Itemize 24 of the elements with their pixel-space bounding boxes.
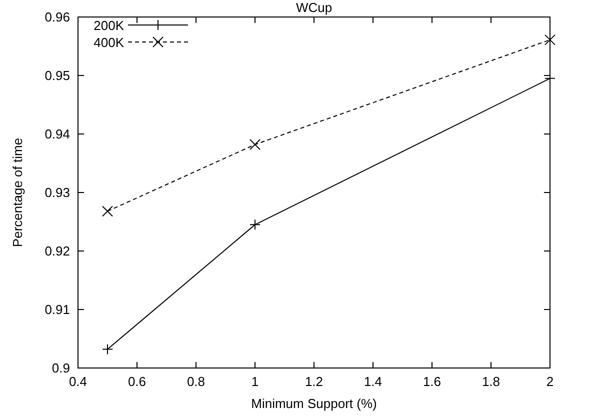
y-tick-label: 0.9 [52, 360, 70, 376]
x-tick-label: 2 [546, 374, 554, 389]
y-tick-label: 0.95 [44, 68, 70, 83]
point [250, 139, 260, 150]
x-tick-label: 1.2 [304, 374, 324, 389]
x-axis-title: Minimum Support (%) [251, 396, 377, 411]
x-tick-label: 0.4 [68, 374, 88, 389]
legend-label: 400K [94, 35, 124, 50]
y-tick-label: 0.94 [44, 126, 70, 142]
legend-label: 200K [94, 18, 124, 33]
x-tick-label: 1 [251, 374, 259, 389]
point [102, 206, 113, 217]
y-axis-title: Percentage of time [10, 138, 25, 248]
point [544, 34, 556, 46]
x-tick-label: 0.8 [186, 374, 206, 389]
y-tick-label: 0.91 [44, 302, 70, 317]
x-tick-label: 0.6 [128, 374, 146, 389]
x-tick-label: 1.6 [422, 374, 442, 389]
chart-title: WCup [296, 0, 332, 15]
x-tick-label: 1.4 [364, 374, 382, 389]
x-tick-label: 1.8 [482, 374, 500, 389]
y-tick-label: 0.96 [44, 10, 70, 24]
y-tick-label: 0.93 [44, 185, 70, 200]
y-tick-label: 0.92 [44, 244, 70, 258]
